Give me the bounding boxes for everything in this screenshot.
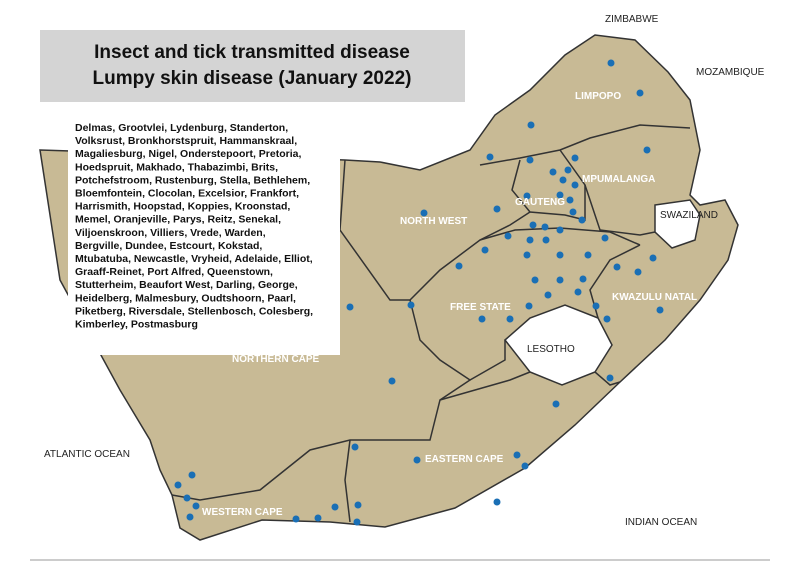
ocean-label: INDIAN OCEAN: [625, 517, 697, 528]
country-label: SWAZILAND: [660, 210, 718, 221]
province-label: KWAZULU NATAL: [612, 292, 697, 303]
town-line: Memel, Oranjeville, Parys, Reitz, Seneka…: [75, 214, 281, 226]
outbreak-dots: [174, 59, 664, 526]
town-line: Stutterheim, Beaufort West, Darling, Geo…: [75, 279, 298, 291]
province-label: NORTH WEST: [400, 216, 467, 227]
town-line: Viljoenskroon, Villiers, Vrede, Warden,: [75, 227, 266, 239]
country-label: MOZAMBIQUE: [696, 67, 765, 78]
town-line: Bloemfontein, Clocolan, Excelsior, Frank…: [75, 188, 299, 200]
town-list-box: [68, 112, 340, 355]
town-line: Harrismith, Hoopstad, Koppies, Kroonstad…: [75, 201, 290, 213]
town-line: Magaliesburg, Nigel, Onderstepoort, Pret…: [75, 148, 301, 160]
town-line: Piketberg, Riversdale, Stellenbosch, Col…: [75, 305, 313, 317]
province-labels: LIMPOPO MPUMALANGA GAUTENG NORTH WEST FR…: [202, 91, 697, 518]
title: Insect and tick transmitted disease: [94, 42, 410, 63]
town-line: Mtubatuba, Newcastle, Vryheid, Adelaide,…: [75, 253, 313, 265]
town-line: Delmas, Grootvlei, Lydenburg, Standerton…: [75, 122, 288, 134]
town-line: Potchefstroom, Rustenburg, Stella, Bethl…: [75, 174, 310, 186]
town-line: Heidelberg, Malmesbury, Oudtshoorn, Paar…: [75, 292, 296, 304]
lesotho-shape: [503, 304, 613, 386]
province-label: WESTERN CAPE: [202, 507, 283, 518]
town-line: Graaff-Reinet, Port Alfred, Queenstown,: [75, 266, 273, 278]
title-box: [40, 30, 465, 102]
town-list: Delmas, Grootvlei, Lydenburg, Standerton…: [75, 122, 313, 331]
province-label: NORTHERN CAPE: [232, 354, 320, 365]
province-label: GAUTENG: [515, 197, 565, 208]
country-label: LESOTHO: [527, 344, 575, 355]
province-label: LIMPOPO: [575, 91, 621, 102]
town-line: Volksrust, Bronkhorstspruit, Hammanskraa…: [75, 135, 297, 147]
province-label: EASTERN CAPE: [425, 454, 504, 465]
town-line: Kimberley, Postmasburg: [75, 319, 198, 331]
province-label: FREE STATE: [450, 302, 511, 313]
town-line: Hoedspruit, Makhado, Thabazimbi, Brits,: [75, 161, 278, 173]
ocean-label: ATLANTIC OCEAN: [44, 449, 130, 460]
town-line: Bergville, Dundee, Estcourt, Kokstad,: [75, 240, 262, 252]
country-label: ZIMBABWE: [605, 14, 659, 25]
province-label: MPUMALANGA: [582, 174, 655, 185]
country-labels: ZIMBABWE MOZAMBIQUE SWAZILAND LESOTHO AT…: [44, 14, 765, 528]
title: Lumpy skin disease (January 2022): [93, 68, 412, 89]
